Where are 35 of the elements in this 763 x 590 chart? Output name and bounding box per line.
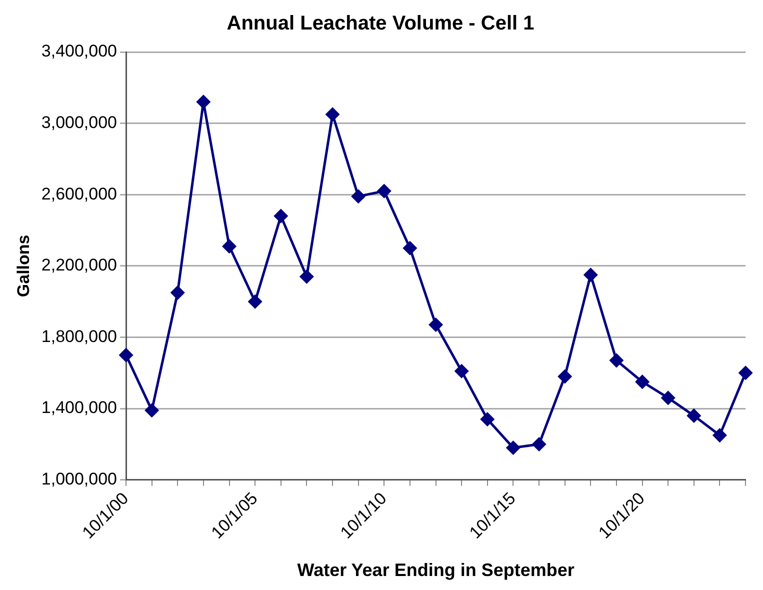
point [584, 268, 598, 282]
point [636, 375, 650, 389]
y-tick-label: 2,600,000 [41, 184, 118, 204]
point [377, 184, 391, 198]
point [170, 286, 184, 300]
point [352, 190, 366, 204]
y-tick-label: 1,800,000 [41, 326, 118, 346]
chart-title: Annual Leachate Volume - Cell 1 [226, 12, 534, 35]
y-tick-label: 2,200,000 [41, 256, 118, 275]
point [712, 428, 726, 442]
point [558, 370, 572, 384]
x-axis-title: Water Year Ending in September [297, 560, 574, 580]
y-tick-label: 1,000,000 [41, 470, 118, 489]
point [480, 412, 494, 426]
y-tick-label: 3,400,000 [41, 42, 118, 61]
point [326, 108, 340, 122]
y-tick-label: 1,400,000 [41, 398, 118, 418]
point [222, 240, 236, 254]
point [454, 364, 468, 378]
point [274, 209, 288, 223]
point [532, 437, 546, 451]
point [661, 391, 675, 405]
point [403, 241, 417, 255]
point [300, 270, 314, 284]
y-tick-label: 3,000,000 [41, 113, 118, 132]
point [506, 441, 520, 455]
point [610, 354, 624, 368]
point [145, 404, 159, 418]
point [738, 366, 752, 380]
point [687, 408, 701, 422]
point [429, 318, 443, 332]
y-axis-title: Gallons [14, 234, 33, 298]
point [248, 294, 262, 308]
point [119, 348, 133, 362]
point [196, 95, 210, 109]
